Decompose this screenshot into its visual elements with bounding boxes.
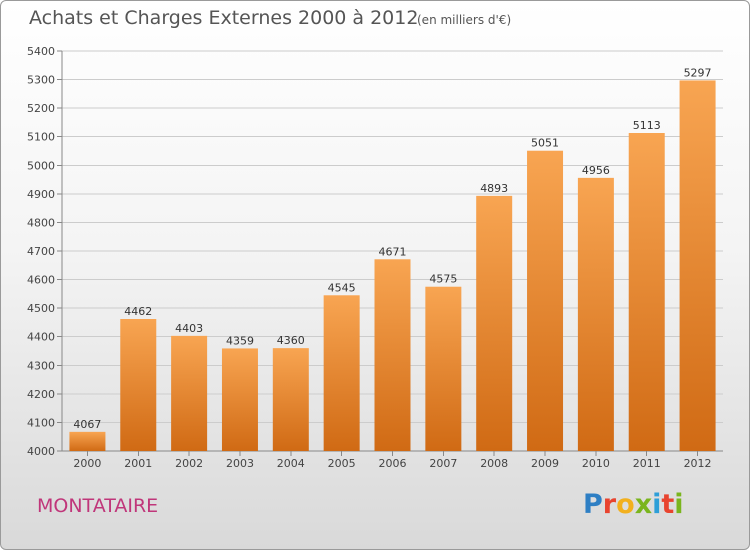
y-tick-label: 4000	[27, 445, 55, 458]
data-label: 5051	[531, 137, 559, 150]
logo-letter: i	[652, 489, 662, 520]
y-tick-label: 4500	[27, 302, 55, 315]
data-labels: 4067 4462 4403 4359 4360 4545 4671 4575 4893 5051…	[73, 66, 711, 430]
x-tick-label: 2000	[73, 457, 101, 470]
x-tick-label: 2005	[328, 457, 356, 470]
data-label: 5297	[684, 66, 712, 79]
y-tick-label: 4600	[27, 274, 55, 287]
data-label: 4360	[277, 334, 305, 347]
city-name: MONTATAIRE	[37, 495, 159, 517]
x-tick-label: 2010	[582, 457, 610, 470]
y-tick-label: 5000	[27, 159, 55, 172]
data-label: 4067	[73, 418, 101, 431]
x-tick-label: 2011	[633, 457, 661, 470]
logo-letter: x	[634, 489, 653, 520]
x-tick-label: 2002	[175, 457, 203, 470]
y-tick-label: 4900	[27, 188, 55, 201]
data-label: 4671	[379, 245, 407, 258]
y-tick-label: 5100	[27, 131, 55, 144]
logo-letter: r	[602, 489, 617, 520]
chart-title: Achats et Charges Externes 2000 à 2012	[29, 7, 419, 29]
logo-letter: i	[674, 489, 684, 520]
bar-2008	[476, 195, 513, 451]
bar-2010	[577, 177, 614, 451]
y-tick-label: 5300	[27, 74, 55, 87]
x-tick-label: 2007	[429, 457, 457, 470]
bar-2007	[425, 286, 462, 451]
bar-2012	[679, 80, 716, 451]
data-label: 4359	[226, 334, 254, 347]
y-tick-label: 4200	[27, 388, 55, 401]
data-label: 4893	[480, 182, 508, 195]
x-tick-label: 2004	[277, 457, 305, 470]
data-label: 4545	[328, 281, 356, 294]
x-tick-label: 2009	[531, 457, 559, 470]
bar-2003	[221, 348, 258, 451]
bar-2009	[527, 150, 564, 451]
y-tick-label: 4100	[27, 416, 55, 429]
logo-letter: t	[661, 489, 675, 520]
bars	[69, 80, 716, 451]
y-tick-label: 4400	[27, 331, 55, 344]
y-tick-label: 5400	[27, 45, 55, 58]
data-label: 4575	[429, 273, 457, 286]
data-label: 4956	[582, 164, 610, 177]
data-label: 4403	[175, 322, 203, 335]
y-tick-label: 4700	[27, 245, 55, 258]
chart-subtitle: (en milliers d'€)	[417, 13, 512, 27]
logo-letter: P	[583, 489, 603, 520]
bar-2004	[272, 348, 309, 451]
x-tick-label: 2006	[379, 457, 407, 470]
x-tick-label: 2008	[480, 457, 508, 470]
x-tick-label: 2003	[226, 457, 254, 470]
bar-2002	[171, 335, 208, 451]
data-label: 5113	[633, 119, 661, 132]
bar-2000	[69, 431, 106, 451]
y-tick-label: 5200	[27, 102, 55, 115]
bar-2011	[628, 133, 665, 451]
bar-2005	[323, 295, 360, 451]
logo-letter: o	[616, 489, 635, 520]
data-label: 4462	[124, 305, 152, 318]
bar-2001	[120, 319, 157, 451]
proxiti-logo: Proxiti	[583, 489, 684, 520]
y-tick-label: 4800	[27, 216, 55, 229]
bar-2006	[374, 259, 411, 451]
y-tick-label: 4300	[27, 359, 55, 372]
x-tick-label: 2012	[684, 457, 712, 470]
x-tick-label: 2001	[124, 457, 152, 470]
